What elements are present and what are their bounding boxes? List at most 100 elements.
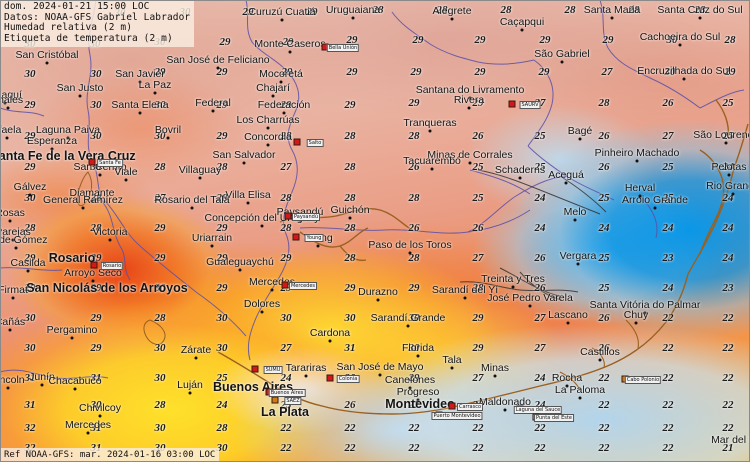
temperature-value: 28 <box>344 222 356 234</box>
station-label[interactable]: Rosario <box>100 262 124 270</box>
city-dot-icon <box>463 296 467 300</box>
station-marker-icon[interactable] <box>90 261 98 269</box>
map-header-banner: dom. 2024-01-21 15:00 LOC Datos: NOAA-GFS… <box>0 0 195 48</box>
city-label: San Salvador <box>212 149 276 161</box>
temperature-value: 30 <box>664 66 676 78</box>
temperature-value: 29 <box>216 130 228 142</box>
temperature-value: 31 <box>90 372 102 384</box>
temperature-value: 22 <box>662 372 674 384</box>
city-label: San Justo <box>56 82 104 94</box>
station-label[interactable]: Paysandú <box>292 213 320 221</box>
station-label[interactable]: Young <box>304 234 324 242</box>
city-dot-icon <box>6 386 10 390</box>
city-label: Canelones <box>384 374 436 386</box>
temperature-value: 30 <box>24 192 36 204</box>
temperature-value: 27 <box>280 342 292 354</box>
city-dot-icon <box>351 16 355 20</box>
temperature-value: 30 <box>90 161 102 173</box>
station-marker-icon[interactable] <box>293 138 301 146</box>
station-label[interactable]: Carrasco <box>456 403 484 411</box>
city-dot-icon <box>138 80 142 84</box>
station-label[interactable]: Colonia <box>336 375 360 383</box>
temperature-value: 30 <box>344 312 356 324</box>
station-label[interactable]: Santa Fe <box>97 159 123 167</box>
temperature-value: 30 <box>90 399 102 411</box>
city-label: Montevideo <box>385 397 455 411</box>
station-label[interactable]: Buenos Aires <box>268 389 306 397</box>
city-dot-icon <box>188 391 192 395</box>
city-label: La Paloma <box>554 384 606 396</box>
temperature-value: 26 <box>408 222 420 234</box>
city-label: Santa Maria <box>583 4 641 16</box>
temperature-value: 29 <box>154 252 166 264</box>
station-marker-icon[interactable] <box>508 100 516 108</box>
city-label: Herval <box>624 182 656 194</box>
city-dot-icon <box>348 216 352 220</box>
temperature-value: 27 <box>534 342 546 354</box>
temperature-value: 30 <box>154 282 166 294</box>
city-label: Dolores <box>243 298 281 310</box>
station-marker-icon[interactable] <box>88 158 96 166</box>
header-line-3: Etiqueta de temperatura (2 m) <box>4 32 173 44</box>
temperature-value: 28 <box>216 422 228 434</box>
city-dot-icon <box>635 159 639 163</box>
city-label: Maldonado <box>479 396 531 408</box>
station-marker-icon[interactable] <box>284 212 292 220</box>
city-dot-icon <box>493 374 497 378</box>
temperature-value: 29 <box>724 66 736 78</box>
city-dot-icon <box>11 238 15 242</box>
temperature-value: 28 <box>472 282 484 294</box>
temperature-value: 25 <box>216 372 228 384</box>
city-dot-icon <box>73 387 77 391</box>
city-label: Chacabuco <box>48 375 102 387</box>
temperature-value: 29 <box>242 6 254 18</box>
temperature-value: 29 <box>281 66 293 78</box>
station-marker-icon[interactable] <box>448 402 456 410</box>
temperature-value: 29 <box>90 252 102 264</box>
station-label[interactable]: Puerto Montevideo <box>431 412 483 420</box>
city-dot-icon <box>216 66 220 70</box>
city-dot-icon <box>166 136 170 140</box>
station-label[interactable]: SAURV <box>519 101 541 109</box>
station-label[interactable]: Salto <box>306 139 324 147</box>
temperature-value: 22 <box>472 422 484 434</box>
city-label: Junín <box>29 371 55 383</box>
temperature-value: 25 <box>662 192 674 204</box>
city-dot-icon <box>50 147 54 151</box>
city-label: Rio Grande <box>706 180 750 192</box>
city-label: Rosas <box>0 207 25 219</box>
station-label[interactable]: Cabo Polonio <box>624 376 662 384</box>
city-label: Parejas <box>0 226 31 238</box>
station-label[interactable]: Punta del Este <box>534 414 574 422</box>
station-label[interactable]: SUMU <box>263 366 283 374</box>
city-dot-icon <box>638 194 642 198</box>
city-label: Cardona <box>309 327 351 339</box>
temperature-value: 29 <box>90 282 102 294</box>
station-label[interactable]: Mercedes <box>288 282 318 290</box>
temperature-value: 28 <box>408 192 420 204</box>
temperature-value: 27 <box>662 130 674 142</box>
city-dot-icon <box>28 193 32 197</box>
station-marker-icon[interactable] <box>251 365 259 373</box>
city-label: Pelotas <box>711 161 747 173</box>
city-label: Concordia <box>244 131 292 143</box>
station-marker-icon[interactable] <box>281 281 289 289</box>
city-label: Chivilcoy <box>78 402 122 414</box>
city-label: San Cristóbal <box>15 49 79 61</box>
temperature-value: 28 <box>408 130 420 142</box>
city-label: Bagé <box>567 125 593 137</box>
temperature-value: 29 <box>474 34 486 46</box>
city-dot-icon <box>190 206 194 210</box>
temperature-value: 22 <box>662 399 674 411</box>
station-marker-icon[interactable] <box>271 396 279 404</box>
temperature-value: 30 <box>154 99 166 111</box>
station-label[interactable]: SAEZ <box>284 397 302 405</box>
city-label: San Javier <box>115 68 165 80</box>
temperature-value: 29 <box>216 222 228 234</box>
temperature-value: 28 <box>90 192 102 204</box>
station-label[interactable]: Bella Unión <box>326 44 360 52</box>
station-marker-icon[interactable] <box>326 374 334 382</box>
station-marker-icon[interactable] <box>292 233 300 241</box>
city-label: Mar del Plata <box>711 434 750 446</box>
